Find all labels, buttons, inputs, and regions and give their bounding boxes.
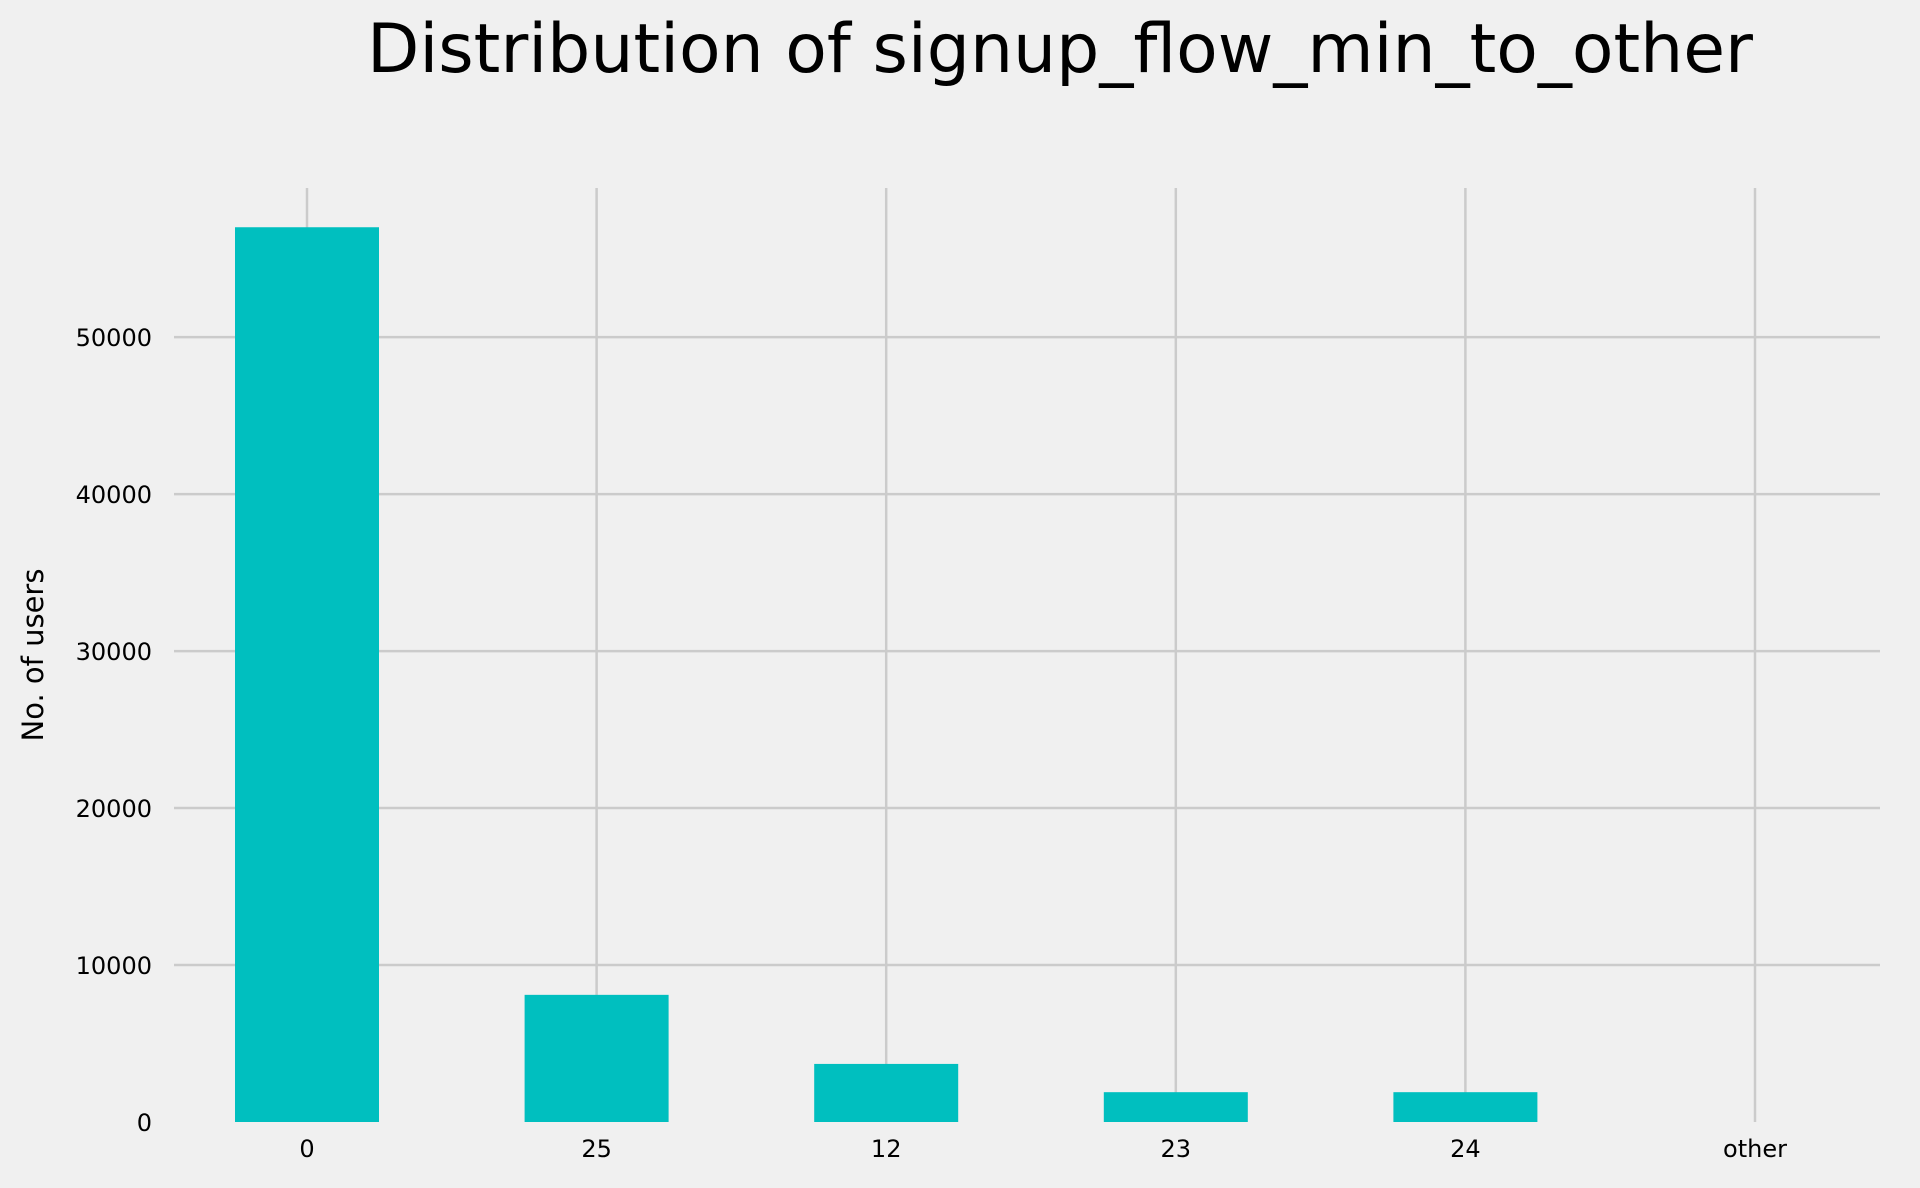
grid <box>174 188 1880 1122</box>
bar-0 <box>235 227 379 1122</box>
x-tick-label: 24 <box>1450 1135 1481 1163</box>
y-tick-label: 30000 <box>76 638 152 666</box>
y-tick-label: 10000 <box>76 952 152 980</box>
y-tick-label: 20000 <box>76 795 152 823</box>
bar-24 <box>1393 1092 1538 1122</box>
y-tick-label: 0 <box>137 1109 152 1137</box>
y-tick-label: 40000 <box>76 481 152 509</box>
x-tick-label: other <box>1723 1135 1787 1163</box>
bar-23 <box>1103 1092 1248 1122</box>
bar-25 <box>524 994 669 1122</box>
y-axis-ticks: 0 10000 20000 30000 40000 50000 <box>76 324 152 1137</box>
bar-12 <box>814 1063 959 1122</box>
y-tick-label: 50000 <box>76 324 152 352</box>
chart-title: Distribution of signup_flow_min_to_other <box>367 10 1753 89</box>
x-axis-ticks: 0 25 12 23 24 other <box>299 1135 1787 1163</box>
x-tick-label: 25 <box>581 1135 612 1163</box>
y-axis-label: No. of users <box>16 569 50 742</box>
x-tick-label: 23 <box>1161 1135 1192 1163</box>
x-tick-label: 12 <box>871 1135 902 1163</box>
bars <box>235 227 1538 1122</box>
x-tick-label: 0 <box>299 1135 314 1163</box>
